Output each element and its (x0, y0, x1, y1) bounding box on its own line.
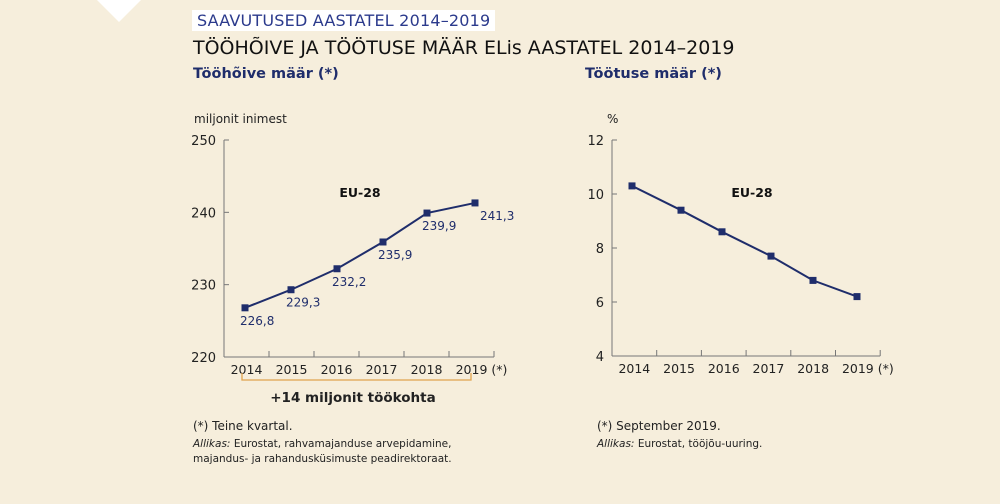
c0-data-label: 229,3 (286, 296, 320, 310)
c1-series-label: EU-28 (731, 185, 772, 200)
c0-x-tick-label: 2019 (*) (456, 362, 508, 377)
c0-x-tick-label: 2017 (366, 362, 398, 377)
c1-x-tick-label: 2019 (*) (842, 361, 894, 376)
c1-y-tick-label: 4 (596, 350, 604, 365)
c0-annotation-label: +14 miljonit töökohta (270, 390, 435, 406)
c1-y-axis-label: % (607, 112, 618, 126)
right-chart-title: Töötuse määr (*) (585, 66, 722, 82)
c0-data-point (471, 199, 479, 207)
c0-data-label: 226,8 (240, 314, 274, 328)
c1-x-tick-label: 2016 (708, 361, 740, 376)
c0-series-label: EU-28 (339, 185, 380, 200)
c0-annotation-bracket (241, 373, 472, 381)
c0-data-point (333, 265, 341, 273)
c0-data-point (423, 209, 431, 217)
c0-y-tick-label: 220 (191, 351, 216, 366)
c1-data-point (628, 182, 636, 190)
c0-y-tick-label: 240 (191, 206, 216, 221)
right-footnote: (*) September 2019. (597, 419, 721, 433)
c0-y-tick-label: 230 (191, 279, 216, 294)
left-source-label: Allikas: (193, 438, 231, 450)
c0-data-label: 239,9 (422, 219, 456, 233)
c0-data-point (241, 304, 249, 312)
c1-data-point (718, 228, 726, 236)
c1-y-tick-label: 12 (587, 134, 604, 149)
c1-data-point (853, 293, 861, 301)
c1-y-tick-label: 6 (596, 296, 604, 311)
c0-data-point (287, 286, 295, 294)
left-footnote: (*) Teine kvartal. (193, 419, 293, 433)
left-source-text: Eurostat, rahvamajanduse arvepidamine, (233, 438, 452, 450)
left-source: Allikas: Eurostat, rahvamajanduse arvepi… (193, 438, 451, 450)
c0-data-label: 232,2 (332, 275, 366, 289)
c0-x-tick-label: 2016 (321, 362, 353, 377)
c0-data-label: 235,9 (378, 248, 412, 262)
c0-y-tick-label: 250 (191, 134, 216, 149)
c1-data-point (767, 252, 775, 260)
right-source-text: Eurostat, tööjõu-uuring. (637, 438, 763, 450)
c0-x-tick-label: 2015 (276, 362, 308, 377)
c0-y-axis-label: miljonit inimest (194, 112, 287, 126)
c0-data-point (379, 238, 387, 246)
c0-series-line (244, 201, 476, 309)
kicker-label: SAAVUTUSED AASTATEL 2014–2019 (192, 10, 496, 31)
c1-x-tick-label: 2018 (797, 361, 829, 376)
c1-y-tick-label: 10 (587, 188, 604, 203)
c1-data-point (677, 206, 685, 214)
right-source: Allikas: Eurostat, tööjõu-uuring. (597, 438, 762, 450)
c0-data-label: 241,3 (480, 209, 514, 223)
corner-tab-decoration (97, 0, 141, 22)
c0-x-tick-label: 2018 (411, 362, 443, 377)
c1-y-tick-label: 8 (596, 242, 604, 257)
c1-data-point (809, 276, 817, 284)
left-source-line2: majandus- ja rahandusküsimuste peadirekt… (193, 453, 452, 465)
page-title: TÖÖHÕIVE JA TÖÖTUSE MÄÄR ELis AASTATEL 2… (193, 37, 735, 59)
c0-x-tick-label: 2014 (231, 362, 263, 377)
c1-x-tick-label: 2017 (753, 361, 785, 376)
left-chart-title: Tööhõive määr (*) (193, 66, 339, 82)
c1-x-tick-label: 2014 (618, 361, 650, 376)
right-source-label: Allikas: (597, 438, 635, 450)
c1-series-line (631, 185, 858, 298)
c1-x-tick-label: 2015 (663, 361, 695, 376)
